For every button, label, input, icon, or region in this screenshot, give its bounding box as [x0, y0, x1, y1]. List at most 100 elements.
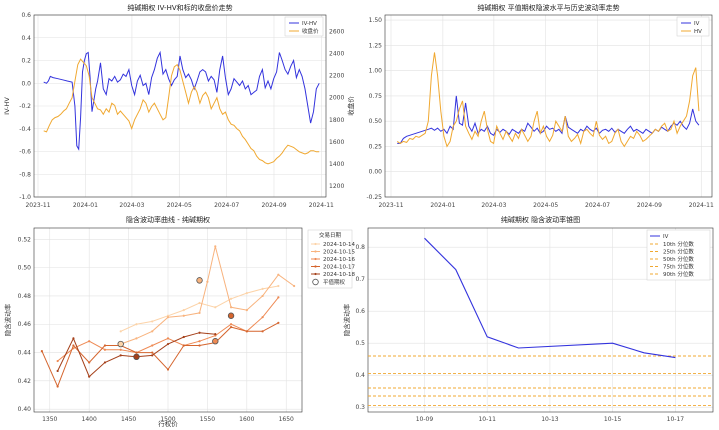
y-tick-label: -1.0: [19, 194, 31, 201]
smile-point: [206, 280, 209, 283]
chart4-frame: [367, 227, 714, 413]
x-tick-label: 2024-05: [533, 202, 558, 209]
x-tick-label: 2024-01: [73, 202, 98, 209]
atm-marker: [133, 353, 140, 360]
y-tick-label: 0.5: [355, 340, 365, 347]
y-tick-label: 0.6: [21, 12, 31, 19]
legend-label: 2024-10-16: [323, 257, 355, 263]
y-tick-label: 0.4: [355, 372, 365, 379]
y2-tick-label: 1400: [329, 161, 344, 168]
smile-point: [182, 344, 185, 347]
legend-label: 2024-10-15: [323, 250, 355, 256]
smile-point: [119, 354, 122, 357]
smile-point: [198, 331, 201, 334]
y-tick-label: -0.25: [366, 194, 382, 201]
smile-point: [277, 273, 280, 276]
x-tick-label: 10-11: [478, 416, 496, 423]
y2-tick-label: 2000: [329, 95, 344, 102]
y-tick-label: 0.8: [355, 244, 365, 251]
smile-point: [135, 351, 138, 354]
legend-label: IV: [663, 234, 669, 240]
x-tick-label: 10-09: [416, 416, 434, 423]
legend-atm-marker: [312, 278, 319, 286]
chart-title: 隐含波动率曲线 - 纯碱期权: [126, 215, 210, 224]
y2-tick-label: 2200: [329, 73, 344, 80]
y2-axis-label: 收盘价: [346, 96, 355, 116]
y-tick-label: 0.2: [21, 58, 31, 65]
smile-point: [151, 320, 154, 323]
smile-point: [103, 348, 107, 351]
y-tick-label: 0.48: [18, 293, 32, 300]
series-hv-line: [396, 52, 700, 148]
smile-point: [56, 369, 59, 373]
smile-point: [261, 330, 264, 333]
legend-swatch-dot: [314, 272, 317, 276]
legend-label: IV: [694, 21, 700, 27]
smile-point: [198, 340, 201, 343]
x-tick-label: 2024-07: [214, 202, 239, 209]
x-tick-label: 10-13: [541, 416, 559, 423]
legend-swatch-dot: [314, 250, 317, 253]
y-tick-label: 0.0: [21, 80, 31, 87]
x-tick-label: 1500: [160, 416, 175, 423]
legend-label: 90th 分位数: [663, 270, 694, 278]
smile-point: [88, 361, 91, 364]
legend-swatch-dot: [314, 257, 317, 261]
chart-title: 纯碱期权 平值期权隐波水平与历史波动率走势: [477, 3, 619, 12]
y-tick-label: 0.44: [18, 350, 32, 357]
smile-point: [182, 335, 185, 339]
smile-point: [277, 296, 280, 299]
chart1-frame: [33, 14, 327, 198]
atm-marker: [212, 338, 219, 345]
smile-point: [261, 287, 264, 290]
x-axis-label: 行权价: [158, 419, 178, 428]
series-iv-line: [424, 237, 676, 359]
legend-title: 交易日期: [319, 231, 342, 239]
x-tick-label: 2024-07: [585, 202, 610, 209]
x-tick-label: 1400: [82, 416, 97, 423]
legend-swatch-dot: [314, 265, 317, 268]
smile-point: [119, 348, 122, 351]
legend-box: [676, 16, 710, 37]
y-tick-label: 0.4: [21, 35, 31, 42]
y2-tick-label: 1200: [329, 183, 344, 190]
chart-smile: 1350 1400 1450 1500 1550 1600 1650 0.40 0.42 0.44…: [3, 215, 355, 428]
y-tick-label: 0.6: [355, 308, 365, 315]
x-tick-label: 2024-11: [689, 202, 714, 209]
legend-swatch-dot: [314, 242, 317, 246]
y-tick-label: 0.3: [355, 404, 365, 411]
atm-marker: [117, 340, 124, 348]
legend-box: [646, 229, 711, 281]
smile-point: [182, 314, 185, 317]
legend-label: 25th 分位数: [663, 248, 694, 256]
atm-marker: [196, 277, 203, 284]
y-tick-label: 1.50: [369, 17, 383, 24]
y-tick-label: -0.4: [19, 126, 31, 133]
legend-label: 10th 分位数: [663, 240, 694, 248]
x-tick-label: 1600: [239, 416, 254, 423]
smile-point: [261, 294, 264, 298]
smile-point: [214, 333, 217, 336]
smile-series-line: [41, 322, 279, 388]
smile-point: [277, 321, 280, 324]
smile-point: [151, 330, 154, 333]
x-tick-label: 2024-05: [167, 202, 192, 209]
x-tick-label: 2023-11: [378, 202, 403, 209]
x-tick-label: 2024-01: [430, 202, 455, 209]
legend-label: 收盘价: [302, 27, 319, 35]
chart-title: 纯碱期权 隐含波动率锥图: [501, 215, 580, 224]
smile-point: [277, 284, 280, 288]
smile-point: [151, 344, 154, 347]
y2-tick-label: 2400: [329, 51, 344, 58]
smile-point: [88, 340, 91, 343]
smile-point: [229, 297, 233, 300]
smile-point: [72, 337, 75, 340]
smile-point: [214, 245, 217, 248]
y-tick-label: 0.7: [355, 276, 365, 283]
smile-point: [119, 330, 122, 333]
x-tick-label: 2024-03: [119, 202, 144, 209]
y-axis-label: 隐含波动率: [3, 303, 12, 336]
smile-point: [198, 311, 201, 315]
